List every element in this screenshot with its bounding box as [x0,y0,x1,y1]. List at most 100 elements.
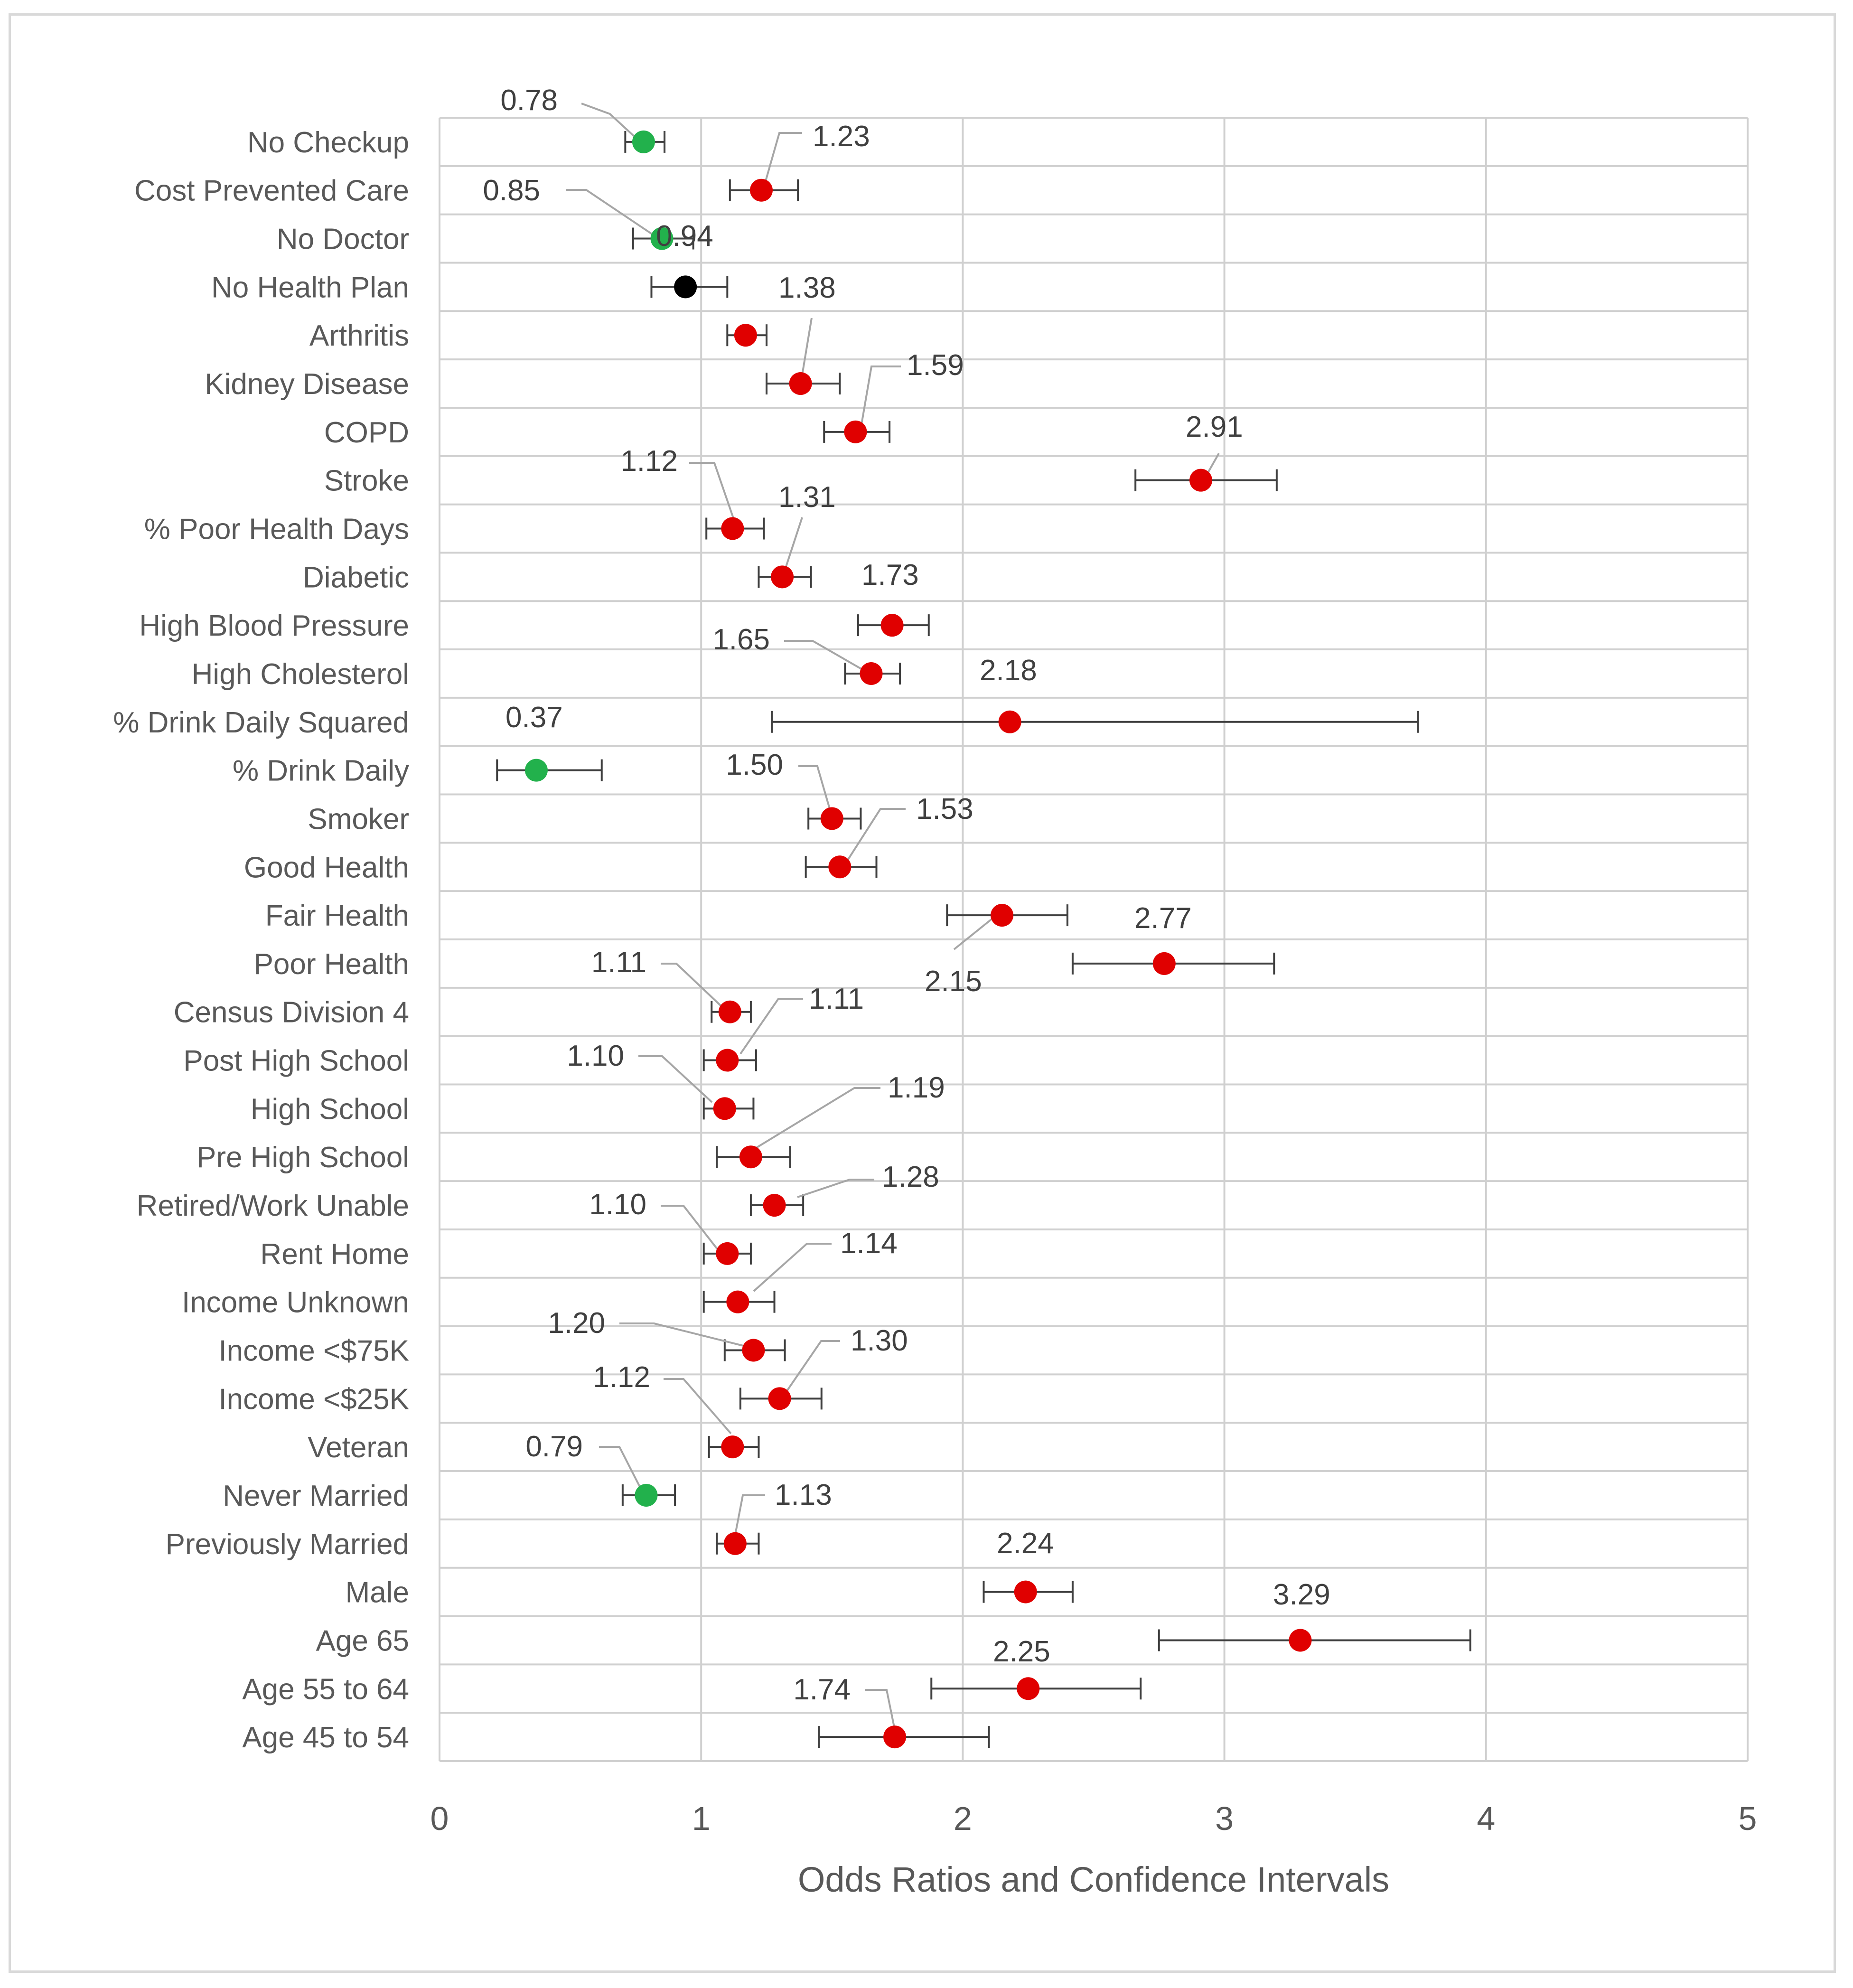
x-tick-label: 5 [1739,1800,1757,1837]
data-label-leader-line [845,808,906,864]
odds-ratio-point [734,324,757,347]
data-label: 3.29 [1273,1578,1330,1611]
category-label: Rent Home [260,1238,409,1271]
odds-ratio-point [1152,952,1176,975]
odds-ratio-point [763,1194,786,1217]
odds-ratio-point [716,1049,739,1072]
category-label: Veteran [308,1431,409,1464]
data-label: 1.59 [907,349,964,382]
data-label: 1.74 [793,1673,851,1706]
odds-ratio-point [726,1290,749,1313]
x-axis-title: Odds Ratios and Confidence Intervals [798,1860,1389,1899]
odds-ratio-point [828,855,852,879]
data-label: 1.10 [567,1040,624,1072]
category-label: Good Health [244,851,409,884]
odds-ratio-point [771,565,794,589]
data-label-leader-line [664,1378,732,1435]
data-label-leader-line [797,1179,874,1198]
data-label-leader-line [734,1494,765,1538]
category-label: Poor Health [254,948,409,981]
odds-ratio-point [860,662,883,685]
category-label: Never Married [223,1480,409,1512]
data-label: 0.94 [656,220,713,253]
data-label-leader-line [865,1689,897,1737]
x-tick-label: 2 [954,1800,972,1837]
category-label: Census Division 4 [174,996,409,1029]
data-label: 1.38 [778,272,836,304]
category-label: % Drink Daily Squared [113,706,409,739]
category-label: Smoker [308,803,409,835]
x-tick-label: 1 [692,1800,711,1837]
data-label-leader-line [784,640,869,674]
odds-ratio-point [1014,1580,1037,1604]
odds-ratio-point [635,1483,658,1507]
data-label: 1.10 [589,1188,646,1221]
data-label: 1.31 [778,481,836,514]
odds-ratio-point [998,710,1021,733]
category-label: Income Unknown [182,1286,409,1319]
data-label-leader-line [753,1243,832,1292]
category-label: Previously Married [166,1528,409,1561]
category-label: Income <$25K [218,1383,409,1416]
data-label: 2.15 [925,965,982,998]
data-label: 1.53 [916,793,973,825]
category-label: Age 45 to 54 [242,1721,409,1754]
x-tick-label: 4 [1477,1800,1495,1837]
data-label: 1.12 [593,1361,650,1394]
data-label: 1.11 [809,983,864,1015]
odds-ratio-point [1017,1677,1040,1700]
grid-layer [439,117,1749,1762]
odds-ratio-point [1189,469,1212,492]
data-label: 1.28 [882,1161,939,1193]
data-label: 0.37 [505,701,563,734]
data-label-leader-line [661,1205,721,1254]
leader-lines-layer [566,103,1220,1737]
data-label: 1.19 [888,1071,945,1104]
category-label: Kidney Disease [205,368,409,401]
data-label: 1.65 [712,623,770,656]
category-label: Arthritis [309,319,409,352]
odds-ratio-point [718,1000,741,1023]
data-label-leader-line [689,462,736,523]
data-label: 1.30 [851,1324,908,1357]
odds-ratio-point [789,372,812,395]
odds-ratio-point [721,517,744,540]
data-label: 2.77 [1134,902,1192,935]
category-label: COPD [324,416,409,449]
points-layer [524,130,1312,1749]
category-label: High Cholesterol [192,658,409,691]
data-label: 1.50 [726,749,783,781]
data-label: 1.20 [548,1307,605,1340]
data-label: 2.91 [1186,411,1243,443]
data-label-leader-line [786,1340,840,1392]
odds-ratio-point [721,1435,744,1459]
category-label: % Poor Health Days [144,513,409,546]
data-label-leader-line [661,963,722,1007]
odds-ratio-point [883,1725,907,1749]
odds-ratio-point [716,1242,739,1265]
odds-ratio-point [820,807,843,830]
data-label-leader-line [783,517,803,573]
category-label: Male [346,1576,409,1609]
category-label: Age 55 to 64 [242,1673,409,1706]
category-label: Retired/Work Unable [137,1190,409,1222]
data-label: 1.13 [775,1479,832,1511]
category-label: Pre High School [197,1141,409,1174]
data-label-leader-line [953,917,994,950]
odds-ratio-point [1289,1629,1312,1652]
category-label: No Health Plan [211,271,409,304]
category-label: Fair Health [265,900,409,932]
odds-ratio-point [723,1532,747,1555]
data-label-leader-line [619,1322,749,1348]
category-label: Cost Prevented Care [134,175,409,207]
data-label: 1.23 [813,120,870,153]
category-label: Age 65 [316,1624,409,1657]
category-label: No Checkup [247,126,409,159]
data-label-leader-line [599,1446,642,1489]
data-label-leader-line [581,103,642,143]
x-tick-label: 3 [1215,1800,1234,1837]
odds-ratio-point [880,614,904,637]
data-label: 2.25 [993,1635,1050,1668]
odds-ratio-point [713,1097,736,1120]
